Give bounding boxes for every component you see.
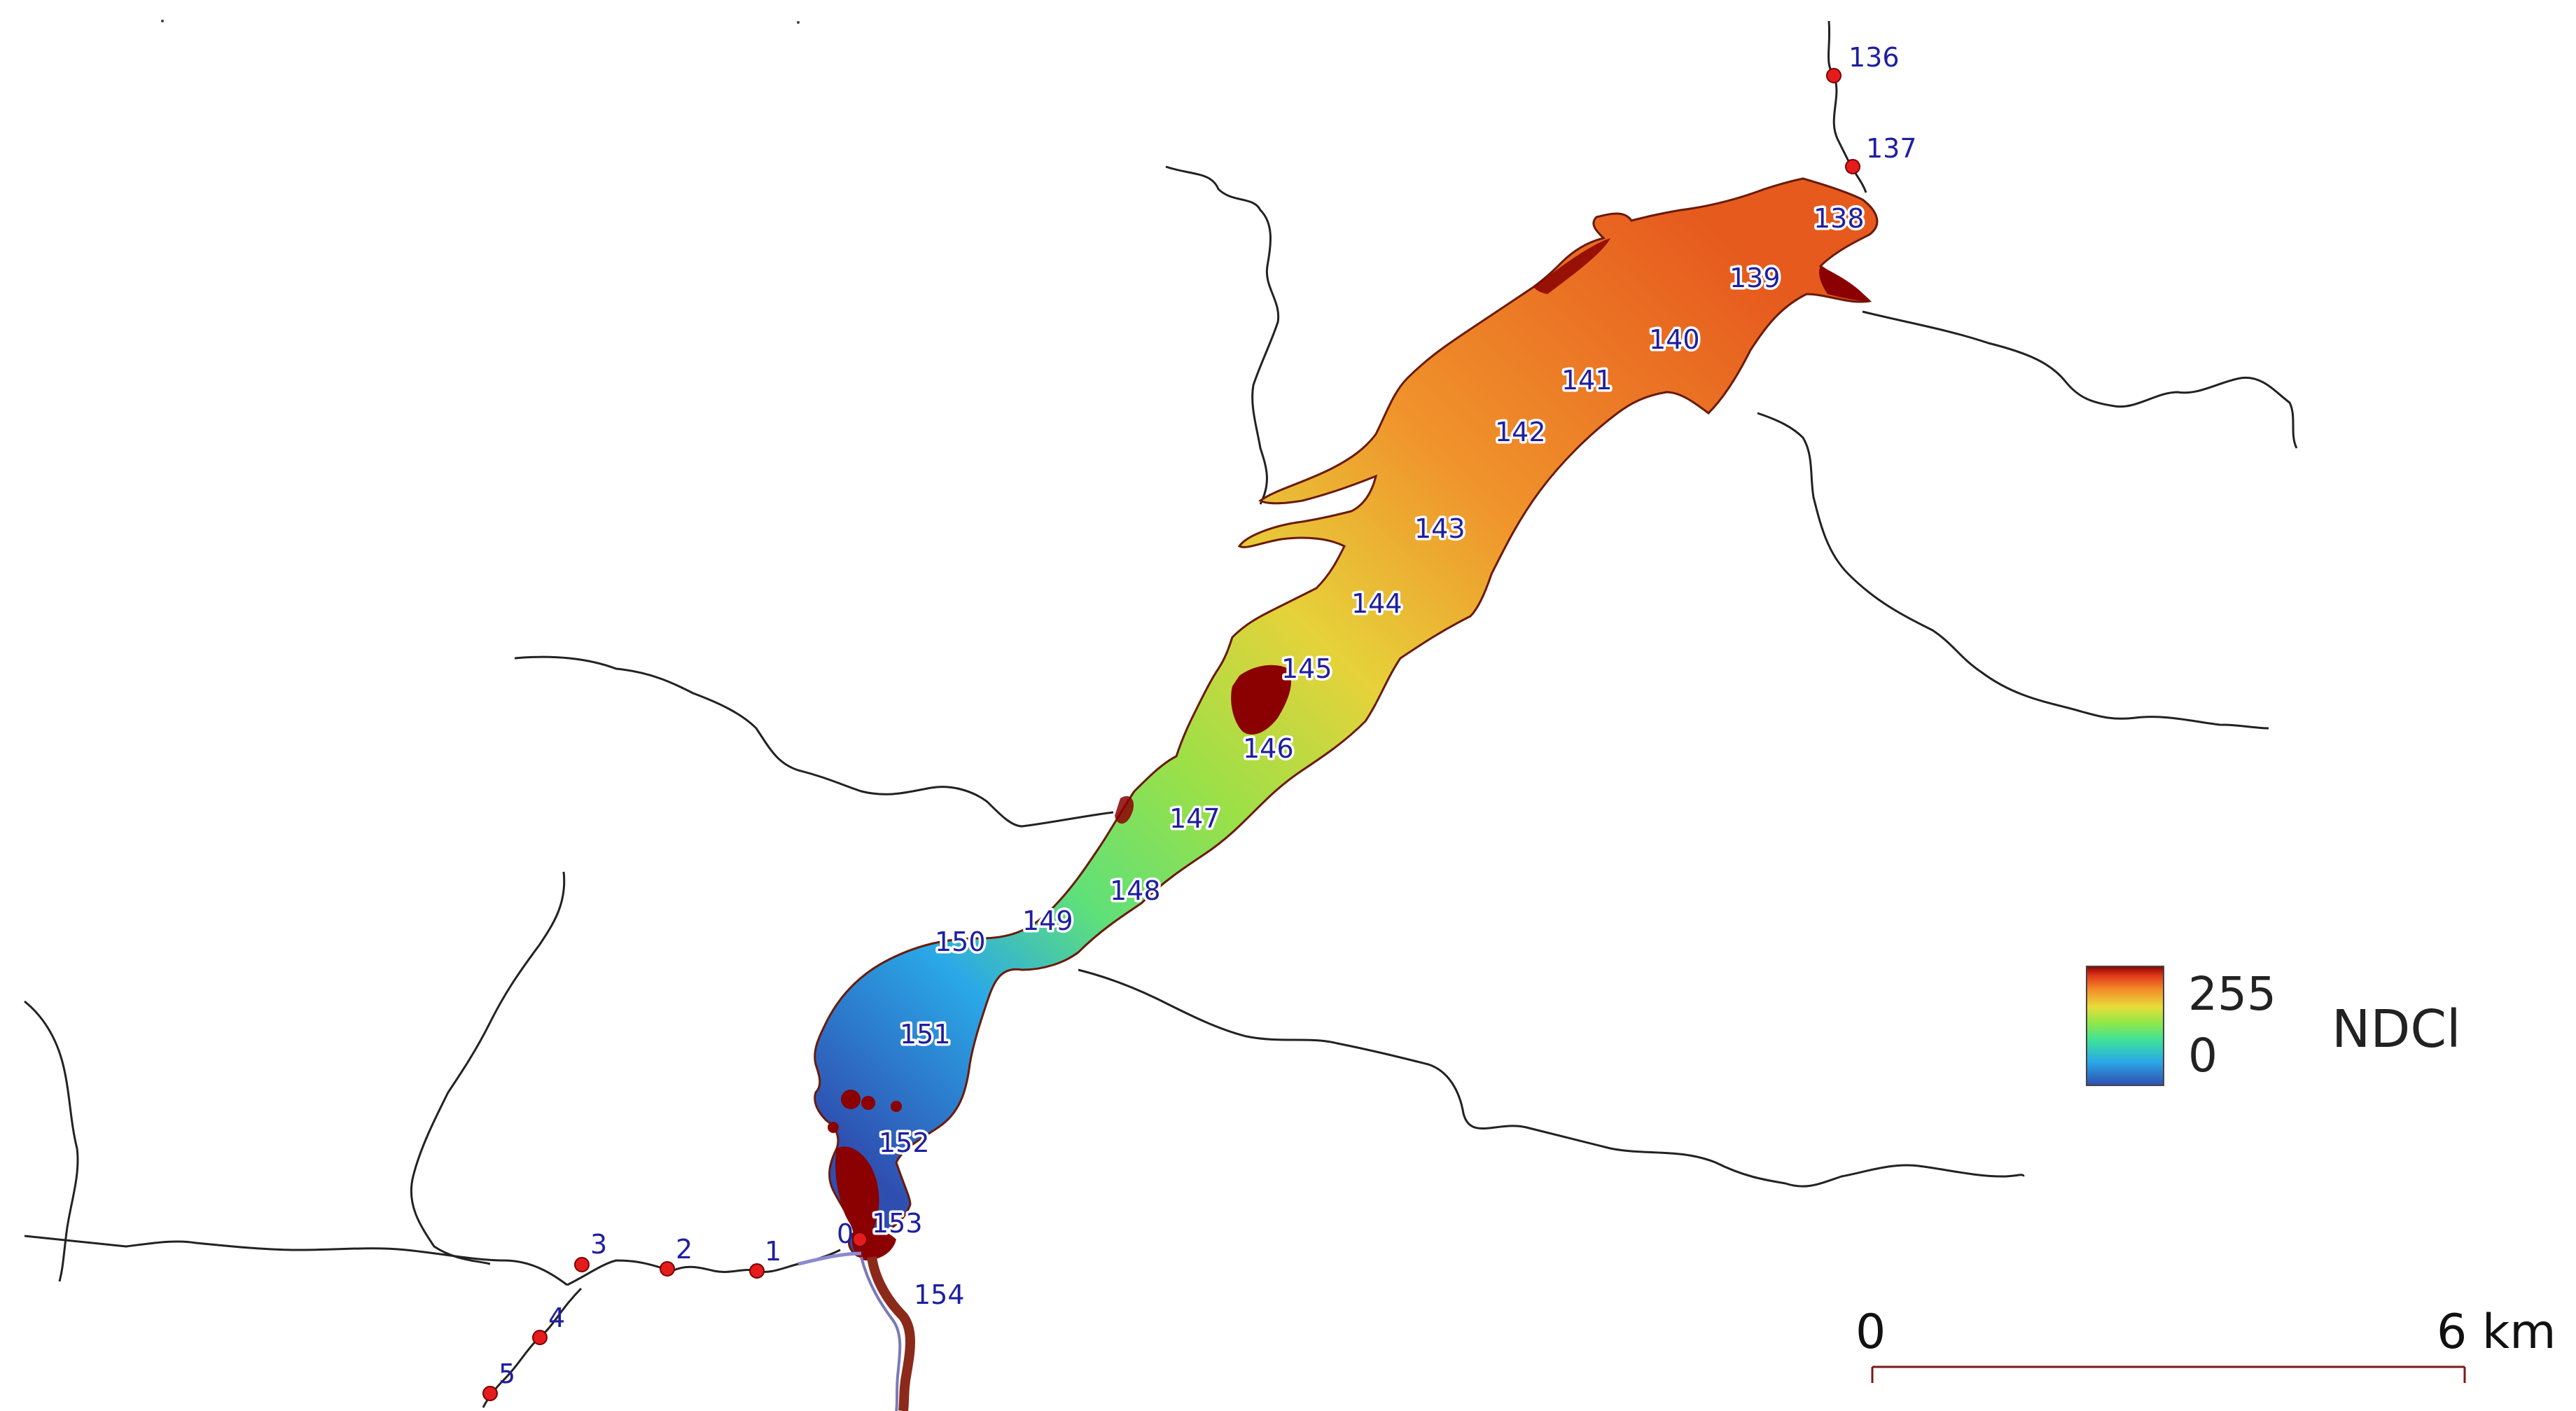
marker-3 — [574, 1257, 590, 1272]
km-labels: 136 137 138 139 140 141 142 143 144 145 … — [870, 40, 1920, 1313]
km-label-150: 150 — [935, 926, 986, 957]
river-main-west-channel — [24, 1235, 568, 1286]
legend-title: NDCl — [2332, 999, 2461, 1059]
tributary-labels: 0 1 2 3 4 5 — [499, 1218, 854, 1389]
km-label-148: 148 — [1110, 875, 1161, 906]
river-far-west — [24, 1000, 79, 1282]
point-label-3: 3 — [590, 1229, 607, 1260]
stray-dot — [161, 20, 164, 22]
river-northeast-inflow — [1827, 20, 1867, 193]
km-label-144: 144 — [1351, 588, 1402, 619]
km-label-153: 153 — [872, 1208, 923, 1239]
point-label-2: 2 — [676, 1234, 692, 1265]
km-label-136: 136 — [1849, 42, 1900, 73]
point-label-4: 4 — [548, 1302, 565, 1333]
river-east-tributary-2 — [1757, 412, 2269, 730]
high-value-patch-shore — [1533, 238, 1610, 294]
point-label-5: 5 — [499, 1358, 515, 1389]
marker-0 — [852, 1232, 868, 1247]
km-label-151: 151 — [900, 1019, 951, 1050]
reservoir-water-body — [814, 177, 1879, 1258]
outflow-channel — [867, 1256, 915, 1411]
river-main-channel-east — [566, 1249, 841, 1286]
point-label-0: 0 — [837, 1218, 854, 1249]
river-north-tributary — [1165, 165, 1280, 505]
high-value-spot — [861, 1096, 875, 1110]
high-value-patch-east — [1819, 266, 1870, 301]
high-value-patch-south — [835, 1146, 879, 1235]
km-label-154: 154 — [914, 1279, 965, 1310]
river-east-tributary-1 — [1862, 310, 2298, 449]
stray-dot — [797, 21, 800, 24]
legend-max-label: 255 — [2188, 967, 2276, 1021]
km-label-139: 139 — [1729, 263, 1781, 293]
legend-color-ramp — [2086, 966, 2164, 1086]
scale-bar: 0 6 km — [1856, 1305, 2556, 1383]
km-label-147: 147 — [1169, 803, 1220, 834]
marker-1 — [749, 1263, 765, 1279]
km-label-140: 140 — [1649, 324, 1700, 355]
km-label-142: 142 — [1495, 417, 1546, 447]
km-label-137: 137 — [1866, 133, 1917, 164]
river-southwest-tributary — [410, 871, 566, 1265]
km-label-138: 138 — [1813, 203, 1865, 234]
marker-4 — [532, 1330, 548, 1345]
sampling-points — [482, 68, 1860, 1401]
high-value-spot — [828, 1122, 839, 1133]
km-label-143: 143 — [1414, 513, 1465, 544]
km-label-145: 145 — [1281, 653, 1332, 684]
marker-5 — [482, 1386, 498, 1401]
km-label-149: 149 — [1022, 905, 1073, 936]
marker-137 — [1845, 159, 1860, 174]
outflow-channel-edge — [860, 1256, 902, 1411]
marker-136 — [1826, 68, 1842, 83]
high-value-spot — [841, 1090, 861, 1109]
km-label-141: 141 — [1561, 365, 1613, 396]
scale-bar-start-label: 0 — [1856, 1305, 1886, 1360]
high-value-patch-narrows — [1115, 795, 1134, 824]
scale-bar-end-label: 6 km — [2437, 1305, 2556, 1360]
marker-2 — [660, 1261, 675, 1277]
river-southeast-tributary — [1078, 968, 2025, 1188]
high-value-spot — [891, 1101, 902, 1112]
km-label-152: 152 — [879, 1127, 930, 1158]
outflow-river — [798, 1251, 915, 1411]
legend-min-label: 0 — [2188, 1029, 2218, 1083]
km-label-146: 146 — [1243, 733, 1294, 764]
river-west-tributary — [514, 655, 1114, 828]
point-label-1: 1 — [765, 1236, 781, 1267]
main-channel-lavender — [798, 1251, 862, 1266]
legend: 255 0 NDCl — [2086, 966, 2461, 1086]
reservoir — [814, 177, 1879, 1260]
river-south-branch — [482, 1287, 583, 1408]
river-lines — [24, 20, 2298, 1408]
high-value-island — [1231, 665, 1292, 735]
